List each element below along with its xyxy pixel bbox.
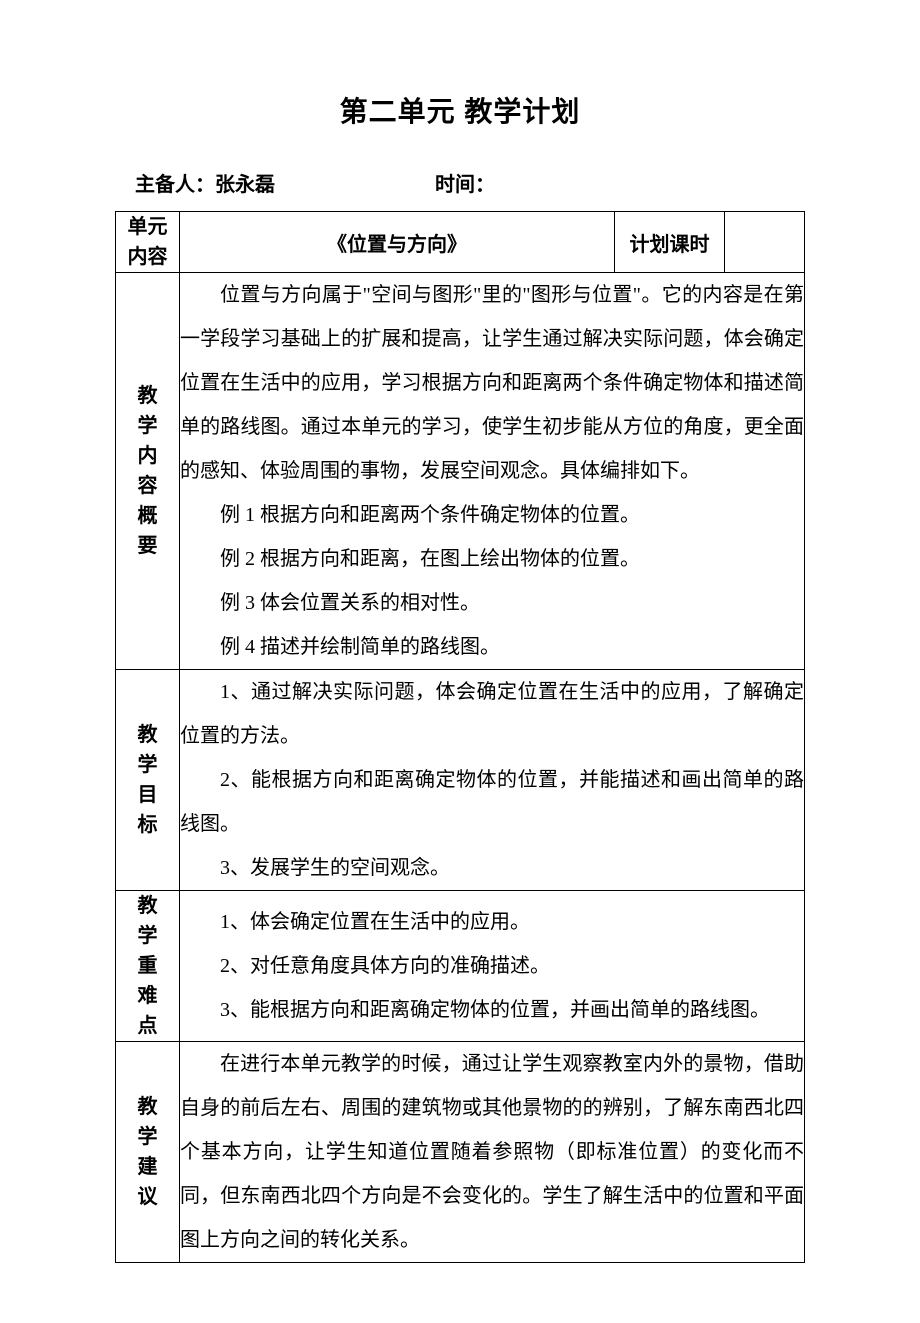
label-char: 学 — [138, 750, 158, 780]
overview-label: 教学内容概要 — [116, 273, 180, 670]
goals-label: 教学目标 — [116, 670, 180, 891]
label-char: 要 — [138, 531, 158, 561]
label-char: 学 — [138, 921, 158, 951]
plan-hours-value — [725, 212, 805, 273]
label-char: 概 — [138, 501, 158, 531]
keypoints-content: 1、体会确定位置在生活中的应用。 2、对任意角度具体方向的准确描述。 3、能根据… — [180, 891, 805, 1042]
suggestions-s1: 在进行本单元教学的时候，通过让学生观察教室内外的景物，借助自身的前后左右、周围的… — [180, 1042, 804, 1262]
label-char: 教 — [138, 720, 158, 750]
keypoints-k3: 3、能根据方向和距离确定物体的位置，并画出简单的路线图。 — [180, 988, 804, 1032]
overview-ex1: 例 1 根据方向和距离两个条件确定物体的位置。 — [180, 493, 804, 537]
goals-g2: 2、能根据方向和距离确定物体的位置，并能描述和画出简单的路线图。 — [180, 758, 804, 846]
overview-ex2: 例 2 根据方向和距离，在图上绘出物体的位置。 — [180, 537, 804, 581]
unit-content-label-line1: 单元 — [116, 212, 179, 242]
goals-g3: 3、发展学生的空间观念。 — [180, 846, 804, 890]
overview-p1: 位置与方向属于"空间与图形"里的"图形与位置"。它的内容是在第一学段学习基础上的… — [180, 273, 804, 493]
label-char: 内 — [138, 441, 158, 471]
label-char: 重 — [138, 951, 158, 981]
preparer-name: 张永磊 — [215, 174, 275, 196]
goals-g1: 1、通过解决实际问题，体会确定位置在生活中的应用，了解确定位置的方法。 — [180, 670, 804, 758]
unit-title-cell: 《位置与方向》 — [180, 212, 615, 273]
suggestions-row: 教学建议 在进行本单元教学的时候，通过让学生观察教室内外的景物，借助自身的前后左… — [116, 1042, 805, 1263]
suggestions-content: 在进行本单元教学的时候，通过让学生观察教室内外的景物，借助自身的前后左右、周围的… — [180, 1042, 805, 1263]
label-char: 建 — [138, 1152, 158, 1182]
plan-table: 单元 内容 《位置与方向》 计划课时 教学内容概要 位置与方向属于"空间与图形"… — [115, 211, 805, 1263]
suggestions-label: 教学建议 — [116, 1042, 180, 1263]
keypoints-k1: 1、体会确定位置在生活中的应用。 — [180, 900, 804, 944]
label-char: 教 — [138, 891, 158, 921]
label-char: 议 — [138, 1182, 158, 1212]
document-page: 第二单元 教学计划 主备人：张永磊 时间： 单元 内容 《位置与方向》 计划课时 — [0, 0, 920, 1323]
overview-ex3: 例 3 体会位置关系的相对性。 — [180, 581, 804, 625]
keypoints-row: 教学重难点 1、体会确定位置在生活中的应用。 2、对任意角度具体方向的准确描述。… — [116, 891, 805, 1042]
overview-ex4: 例 4 描述并绘制简单的路线图。 — [180, 625, 804, 669]
time-label: 时间： — [435, 174, 495, 196]
label-char: 容 — [138, 471, 158, 501]
goals-content: 1、通过解决实际问题，体会确定位置在生活中的应用，了解确定位置的方法。 2、能根… — [180, 670, 805, 891]
label-char: 学 — [138, 411, 158, 441]
label-char: 教 — [138, 381, 158, 411]
goals-row: 教学目标 1、通过解决实际问题，体会确定位置在生活中的应用，了解确定位置的方法。… — [116, 670, 805, 891]
label-char: 点 — [138, 1011, 158, 1041]
label-char: 教 — [138, 1092, 158, 1122]
time: 时间： — [435, 168, 805, 197]
keypoints-k2: 2、对任意角度具体方向的准确描述。 — [180, 944, 804, 988]
label-char: 目 — [138, 780, 158, 810]
unit-content-label: 单元 内容 — [116, 212, 180, 273]
page-title: 第二单元 教学计划 — [115, 90, 805, 130]
plan-hours-label: 计划课时 — [615, 212, 725, 273]
label-char: 标 — [138, 810, 158, 840]
preparer-label: 主备人： — [135, 174, 215, 196]
preparer: 主备人：张永磊 — [135, 168, 435, 197]
overview-row: 教学内容概要 位置与方向属于"空间与图形"里的"图形与位置"。它的内容是在第一学… — [116, 273, 805, 670]
unit-content-label-line2: 内容 — [116, 242, 179, 272]
overview-content: 位置与方向属于"空间与图形"里的"图形与位置"。它的内容是在第一学段学习基础上的… — [180, 273, 805, 670]
keypoints-label: 教学重难点 — [116, 891, 180, 1042]
info-row: 主备人：张永磊 时间： — [115, 168, 805, 197]
header-row: 单元 内容 《位置与方向》 计划课时 — [116, 212, 805, 273]
label-char: 学 — [138, 1122, 158, 1152]
label-char: 难 — [138, 981, 158, 1011]
